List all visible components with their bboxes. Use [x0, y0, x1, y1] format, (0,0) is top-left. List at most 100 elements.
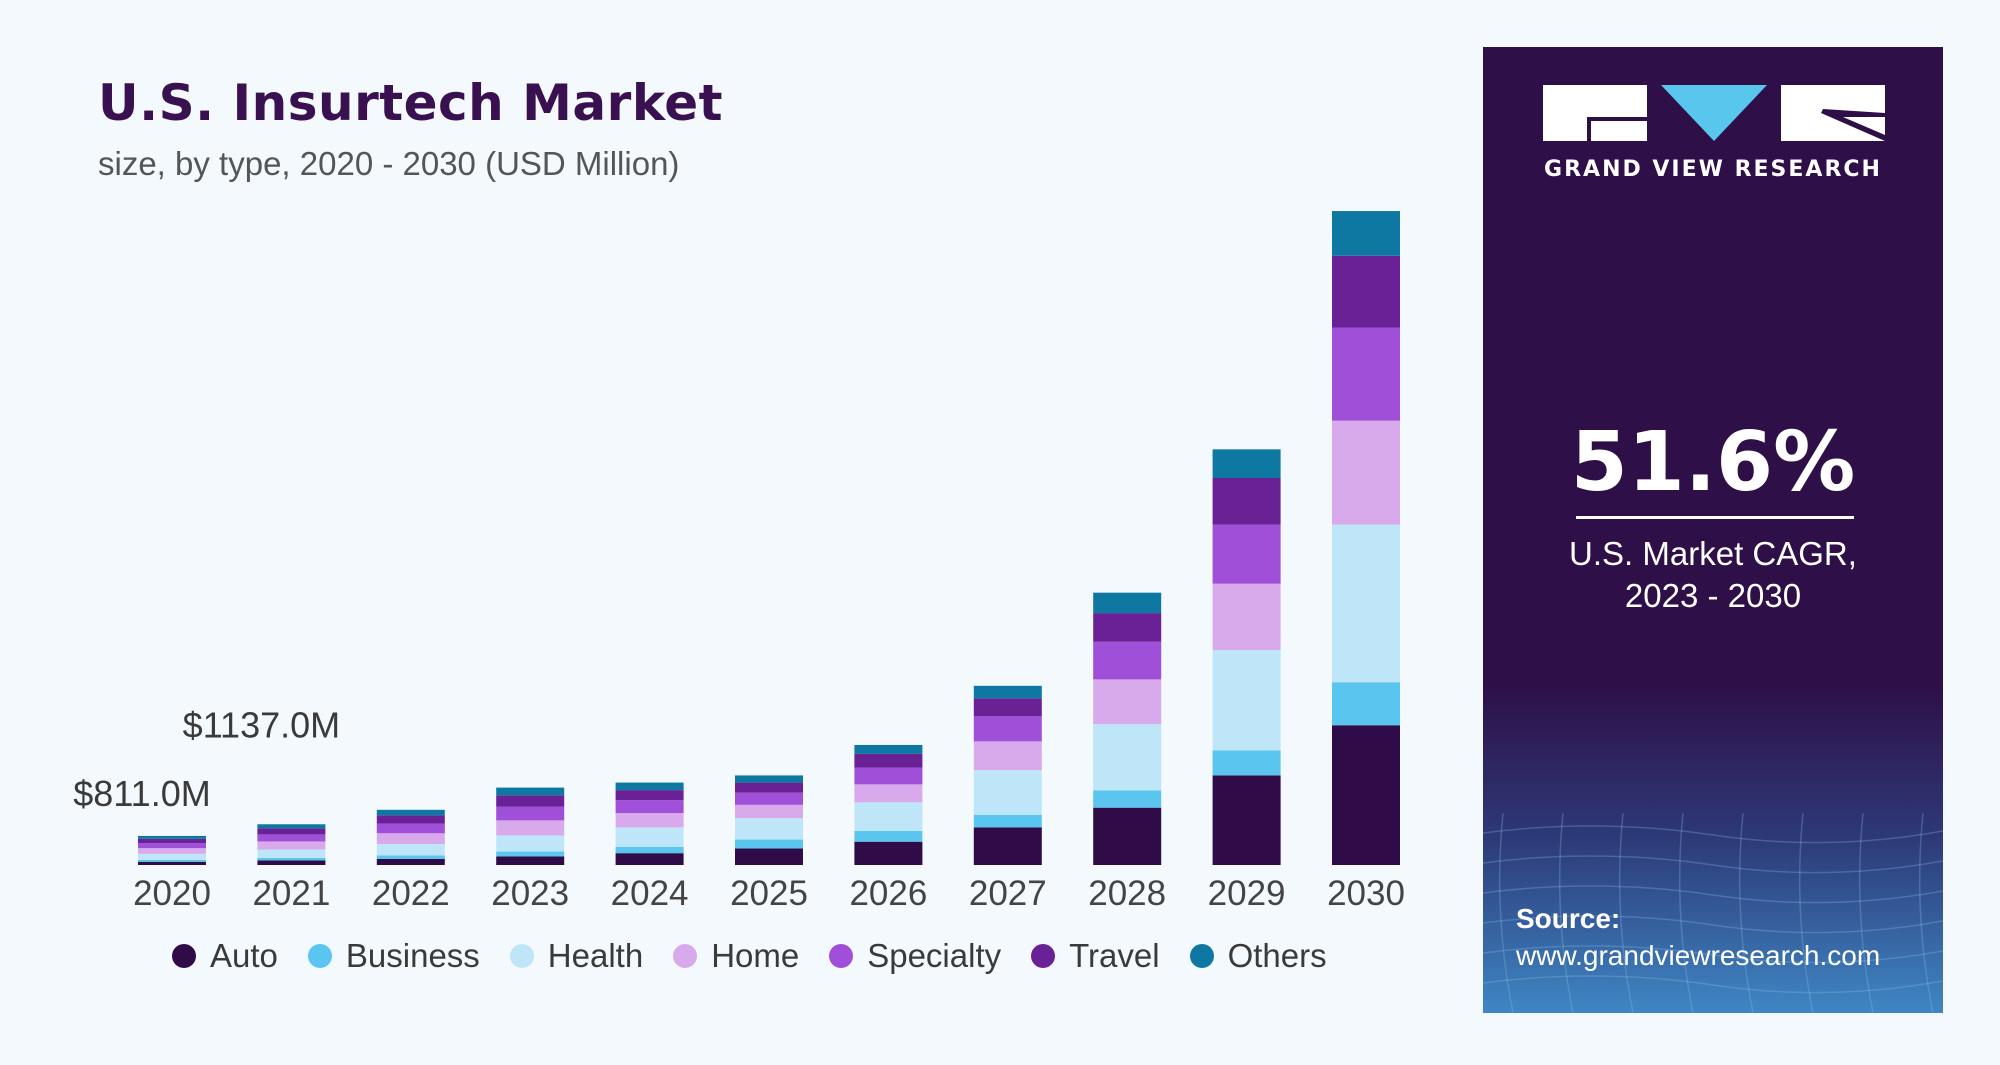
legend-swatch [673, 944, 698, 968]
bar-health-2021 [257, 849, 326, 858]
bar-business-2020 [138, 859, 206, 862]
value-label-2020: $811.0M [73, 773, 210, 814]
legend-label: Auto [210, 937, 278, 974]
bar-business-2023 [496, 851, 565, 857]
x-tick-label: 2020 [133, 874, 211, 913]
chart-legend: Auto Business Health Home Specialty Travel Oth… [172, 937, 1357, 975]
legend-label: Health [547, 937, 644, 974]
x-tick-label: 2024 [611, 874, 689, 913]
legend-item-auto: Auto [172, 937, 278, 975]
bar-home-2030 [1332, 420, 1400, 525]
bar-others-2022 [376, 809, 445, 816]
bar-specialty-2029 [1212, 524, 1281, 584]
bar-health-2025 [735, 818, 803, 840]
value-labels: $811.0M $1137.0M [73, 704, 340, 814]
bar-specialty-2021 [257, 834, 326, 842]
legend-label: Specialty [867, 937, 1002, 974]
bar-specialty-2028 [1093, 641, 1162, 680]
bar-business-2027 [973, 814, 1042, 828]
legend-label: Business [345, 937, 480, 974]
bar-home-2025 [735, 804, 803, 819]
bar-business-2021 [257, 857, 326, 861]
bar-health-2027 [973, 770, 1042, 815]
bar-home-2029 [1212, 583, 1281, 650]
bar-home-2024 [615, 813, 684, 828]
bar-group-2025 [735, 775, 803, 865]
bar-home-2027 [973, 741, 1042, 771]
bar-health-2022 [376, 844, 445, 856]
bar-health-2023 [496, 835, 565, 852]
bar-group-2024 [615, 782, 684, 865]
x-tick-label: 2030 [1327, 874, 1405, 913]
bar-auto-2026 [854, 841, 923, 865]
chart-subtitle: size, by type, 2020 - 2030 (USD Million) [98, 145, 680, 182]
bar-auto-2029 [1212, 775, 1281, 865]
legend-swatch [509, 944, 534, 968]
legend-label: Travel [1069, 937, 1160, 974]
bar-health-2020 [138, 853, 206, 860]
legend-swatch [1189, 944, 1214, 968]
bar-business-2025 [735, 839, 803, 849]
x-tick-label: 2025 [730, 874, 808, 913]
bar-travel-2020 [138, 838, 206, 844]
bar-business-2029 [1212, 750, 1281, 776]
cagr-label: U.S. Market CAGR, 2023 - 2030 [1569, 535, 1857, 614]
x-tick-label: 2028 [1088, 874, 1166, 913]
bar-travel-2021 [257, 828, 326, 835]
bar-travel-2026 [854, 753, 923, 768]
bar-group-2022 [376, 809, 445, 865]
source-title: Source: [1516, 903, 1621, 934]
bar-travel-2029 [1212, 478, 1281, 525]
legend-item-health: Health [509, 937, 644, 975]
bar-home-2021 [257, 841, 326, 850]
bar-health-2029 [1212, 650, 1281, 751]
bar-home-2028 [1093, 679, 1162, 725]
bar-auto-2023 [496, 856, 565, 865]
bar-specialty-2030 [1332, 327, 1400, 421]
bar-business-2028 [1093, 790, 1162, 808]
bar-group-2027 [973, 685, 1042, 865]
bar-others-2026 [854, 744, 923, 754]
bar-health-2026 [854, 802, 923, 831]
cagr-divider [1576, 516, 1854, 519]
source-link[interactable]: www.grandviewresearch.com [1516, 940, 1881, 971]
bar-specialty-2022 [376, 823, 445, 834]
x-tick-label: 2027 [969, 874, 1047, 913]
chart-title: U.S. Insurtech Market [98, 74, 724, 132]
legend-label: Others [1227, 937, 1327, 974]
bar-home-2026 [854, 784, 923, 803]
bar-others-2029 [1212, 449, 1281, 478]
bar-travel-2027 [973, 698, 1042, 717]
legend-swatch [829, 944, 854, 968]
bar-group-2021 [257, 824, 326, 865]
bar-business-2026 [854, 830, 923, 842]
bar-travel-2028 [1093, 613, 1162, 642]
bar-health-2024 [615, 827, 684, 847]
bar-others-2027 [973, 685, 1042, 699]
bar-home-2023 [496, 820, 565, 836]
legend-item-others: Others [1189, 937, 1327, 975]
bar-business-2022 [376, 855, 445, 859]
bar-home-2020 [138, 848, 206, 854]
bar-travel-2022 [376, 815, 445, 824]
grand-view-research-logo [1543, 85, 1885, 141]
bar-specialty-2027 [973, 716, 1042, 742]
legend-swatch [307, 944, 332, 968]
legend-swatch [172, 944, 196, 968]
bar-auto-2027 [973, 827, 1042, 865]
bar-others-2020 [138, 835, 206, 839]
bar-auto-2025 [735, 848, 803, 865]
x-tick-label: 2023 [491, 874, 569, 913]
bar-auto-2024 [615, 853, 684, 865]
info-panel: GRAND VIEW RESEARCH 51.6% U.S. Market CA… [1483, 47, 1943, 1013]
bar-specialty-2023 [496, 806, 565, 821]
bar-business-2024 [615, 846, 684, 854]
bar-specialty-2025 [735, 792, 803, 805]
legend-item-business: Business [307, 937, 480, 975]
bar-others-2025 [735, 775, 803, 783]
cagr-value: 51.6% [1570, 415, 1856, 510]
bar-others-2028 [1093, 592, 1162, 614]
brand-name: GRAND VIEW RESEARCH [1544, 157, 1882, 182]
bar-auto-2020 [138, 861, 206, 865]
bar-travel-2030 [1332, 255, 1400, 328]
